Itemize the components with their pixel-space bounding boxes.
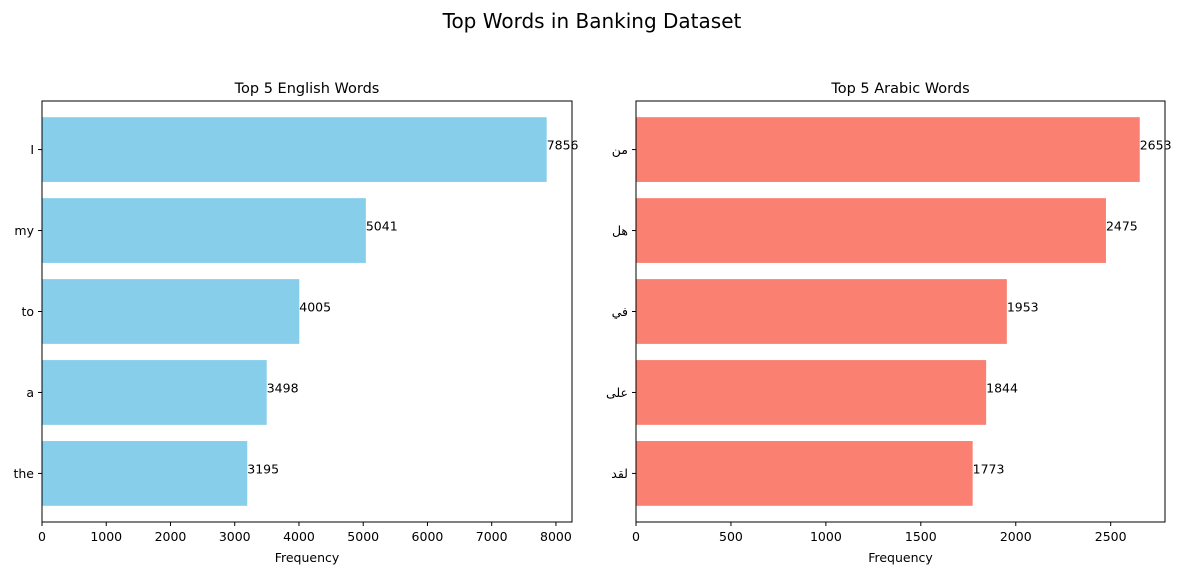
english-y-tick-label: my — [14, 223, 34, 238]
english-axes-frame — [41, 100, 573, 523]
arabic-data-label: 1953 — [1007, 300, 1039, 315]
english-x-axis-label: Frequency — [275, 550, 340, 565]
arabic-y-tick-label: هل — [612, 223, 628, 238]
arabic-data-label: 2653 — [1140, 138, 1172, 153]
english-y-tick-label: the — [13, 466, 34, 481]
arabic-x-tick-label: 2500 — [1095, 529, 1127, 544]
english-bar — [42, 279, 300, 344]
arabic-y-tick-label: من — [612, 142, 628, 158]
arabic-y-tick-label: في — [612, 304, 628, 319]
english-words-chart: Top 5 English Words I 7856 my 5041 to 4005 a 349… — [13, 81, 578, 565]
english-y-tick-label: a — [26, 385, 34, 400]
english-bar — [42, 360, 267, 425]
english-x-tick-label: 3000 — [219, 529, 251, 544]
arabic-bar — [636, 360, 987, 425]
english-y-tick-label: I — [30, 142, 34, 157]
english-bar — [42, 441, 248, 506]
english-x-tick-label: 5000 — [347, 529, 379, 544]
arabic-x-axis-label: Frequency — [868, 550, 933, 565]
figure-title: Top Words in Banking Dataset — [442, 9, 742, 33]
arabic-x-tick-label: 1500 — [905, 529, 937, 544]
arabic-bar — [636, 279, 1007, 344]
arabic-bar — [636, 441, 973, 506]
english-x-tick-label: 6000 — [412, 529, 444, 544]
english-data-label: 5041 — [366, 219, 398, 234]
english-data-label: 3195 — [247, 461, 279, 476]
arabic-bar — [636, 198, 1106, 263]
arabic-y-tick-label: على — [606, 385, 628, 400]
arabic-words-chart: Top 5 Arabic Words من 2653 هل 2475 في 1953 على 1… — [606, 81, 1172, 565]
english-x-tick-label: 1000 — [90, 529, 122, 544]
english-x-tick-label: 8000 — [540, 529, 572, 544]
english-chart-title: Top 5 English Words — [234, 81, 380, 97]
arabic-x-tick-label: 2000 — [1000, 529, 1032, 544]
english-x-tick-label: 4000 — [283, 529, 315, 544]
arabic-data-label: 1773 — [973, 461, 1005, 476]
arabic-axes-frame — [635, 100, 1166, 523]
english-x-tick-label: 0 — [38, 529, 46, 544]
english-bar — [42, 198, 366, 263]
english-x-tick-label: 7000 — [476, 529, 508, 544]
english-data-label: 4005 — [299, 300, 331, 315]
arabic-y-tick-label: لقد — [611, 466, 628, 481]
arabic-data-label: 2475 — [1106, 219, 1138, 234]
arabic-chart-title: Top 5 Arabic Words — [830, 81, 969, 97]
english-y-tick-label: to — [21, 304, 34, 319]
arabic-x-tick-label: 1000 — [810, 529, 842, 544]
english-data-label: 3498 — [267, 380, 299, 395]
arabic-x-tick-label: 500 — [719, 529, 743, 544]
english-x-tick-label: 2000 — [155, 529, 187, 544]
english-bar — [42, 117, 547, 182]
arabic-x-tick-label: 0 — [632, 529, 640, 544]
arabic-data-label: 1844 — [986, 380, 1018, 395]
arabic-bar — [636, 117, 1140, 182]
english-data-label: 7856 — [547, 138, 579, 153]
